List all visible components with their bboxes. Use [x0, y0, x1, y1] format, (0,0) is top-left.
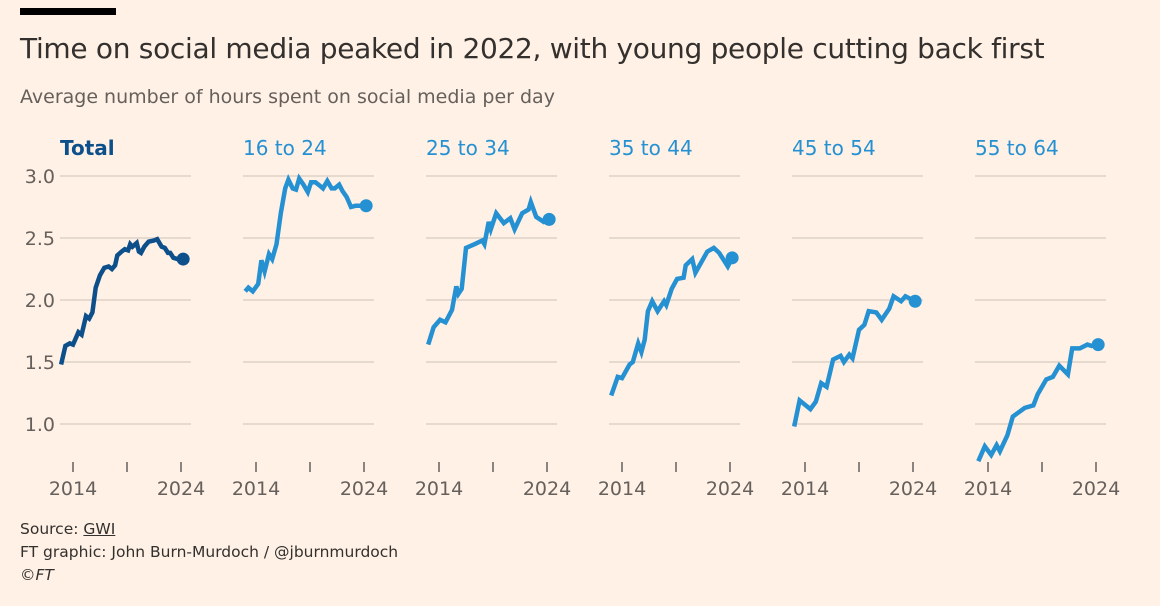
x-tick-label: 2024 — [523, 478, 571, 500]
x-tick-label: 2014 — [964, 478, 1012, 500]
series-line-25-to-34 — [426, 194, 551, 346]
panel-title: 55 to 64 — [975, 136, 1059, 160]
small-multiples-chart: 3.0 2.5 2.0 1.5 1.0 Total 2014 2024 16 to 24 2014… — [25, 136, 1120, 500]
series-line-16-to-24 — [243, 173, 367, 295]
y-tick-label: 2.0 — [25, 290, 55, 312]
x-tick-label: 2014 — [49, 478, 97, 500]
x-tick-label: 2014 — [598, 478, 646, 500]
x-tick-label: 2024 — [889, 478, 937, 500]
panel-title: 16 to 24 — [243, 136, 327, 160]
chart-subtitle: Average number of hours spent on social … — [20, 86, 555, 108]
panel-title: Total — [60, 136, 115, 160]
end-point-marker — [725, 251, 739, 265]
y-tick-label: 1.0 — [25, 414, 55, 436]
series-line-55-to-64 — [976, 342, 1099, 463]
source-link[interactable]: GWI — [83, 520, 116, 538]
x-tick-label: 2014 — [781, 478, 829, 500]
panel-title: 35 to 44 — [609, 136, 693, 160]
panel-title: 45 to 54 — [792, 136, 876, 160]
series-line-total — [58, 236, 184, 366]
x-tick-label: 2024 — [706, 478, 754, 500]
y-tick-label: 1.5 — [25, 352, 55, 374]
end-point-marker — [359, 199, 373, 213]
y-tick-label: 3.0 — [25, 166, 55, 188]
x-tick-label: 2024 — [157, 478, 205, 500]
panel-title: 25 to 34 — [426, 136, 510, 160]
x-tick-label: 2024 — [1072, 478, 1120, 500]
x-tick-label: 2024 — [340, 478, 388, 500]
copyright: ©FT — [20, 566, 54, 584]
chart-title: Time on social media peaked in 2022, wit… — [20, 32, 1045, 65]
x-tick-label: 2014 — [415, 478, 463, 500]
ft-accent-bar — [20, 8, 116, 15]
end-point-marker — [176, 252, 190, 266]
source-label: Source: — [20, 520, 84, 538]
credit-line: FT graphic: John Burn-Murdoch / @jburnmu… — [20, 543, 399, 561]
footer: Source: GWI FT graphic: John Burn-Murdoc… — [20, 518, 398, 587]
series-line-35-to-44 — [609, 245, 735, 397]
series-line-45-to-54 — [791, 292, 917, 427]
source-line: Source: GWI — [20, 518, 398, 541]
y-tick-label: 2.5 — [25, 228, 55, 250]
end-point-marker — [542, 212, 556, 226]
end-point-marker — [1091, 338, 1105, 352]
end-point-marker — [908, 294, 922, 308]
x-tick-label: 2014 — [232, 478, 280, 500]
